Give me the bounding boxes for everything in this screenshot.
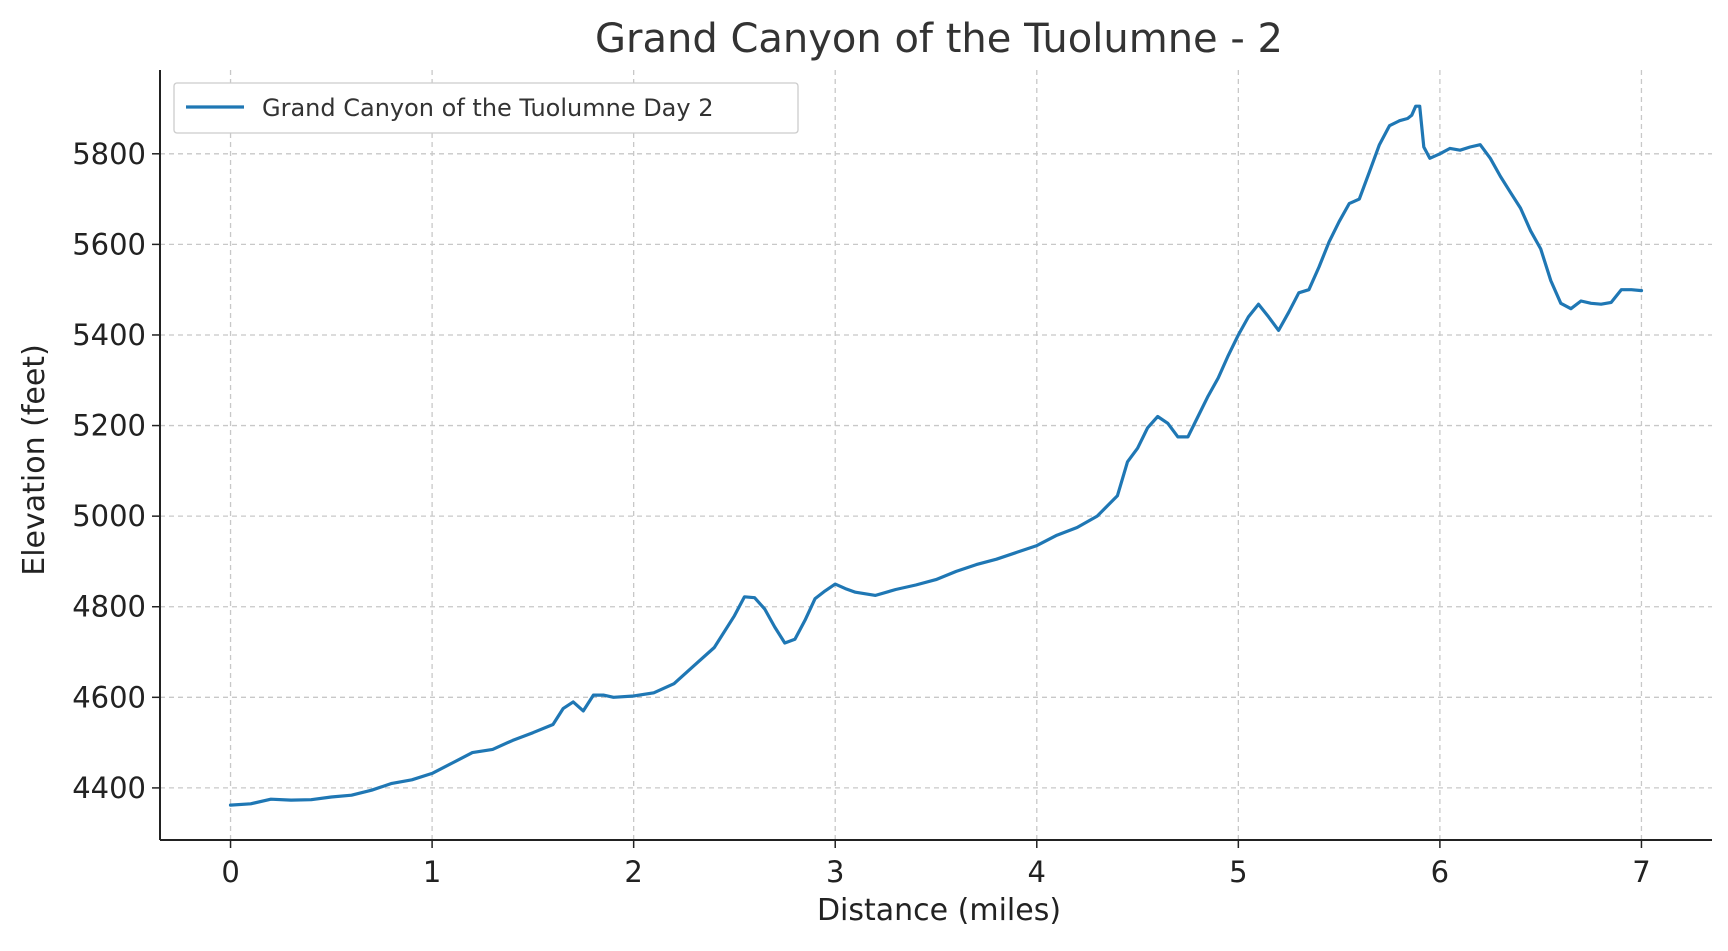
x-axis-label: Distance (miles) <box>817 893 1061 928</box>
y-tick-label: 4400 <box>72 771 146 805</box>
x-tick-label: 0 <box>221 855 239 889</box>
legend-label: Grand Canyon of the Tuolumne Day 2 <box>262 94 714 122</box>
x-tick-label: 4 <box>1028 855 1046 889</box>
y-tick-label: 5000 <box>72 499 146 533</box>
y-tick-label: 5400 <box>72 318 146 352</box>
ticks-layer: 0 1 2 3 4 5 6 7 4400 4600 4800 5000 5200 5400 5600 5800 <box>72 137 1650 889</box>
y-axis-label: Elevation (feet) <box>17 344 52 576</box>
chart-title: Grand Canyon of the Tuolumne - 2 <box>595 16 1283 62</box>
y-tick-label: 5800 <box>72 137 146 171</box>
x-tick-label: 3 <box>826 855 844 889</box>
legend-box <box>173 82 799 134</box>
x-tick-label: 1 <box>423 855 441 889</box>
grid-layer <box>160 70 1712 840</box>
y-tick-label: 5600 <box>72 227 146 261</box>
series-layer <box>228 104 1644 807</box>
y-tick-label: 5200 <box>72 409 146 443</box>
x-tick-label: 2 <box>624 855 642 889</box>
x-tick-label: 7 <box>1632 855 1650 889</box>
y-tick-label: 4600 <box>72 680 146 714</box>
x-tick-label: 6 <box>1431 855 1449 889</box>
axes-layer <box>159 70 1712 841</box>
legend: Grand Canyon of the Tuolumne Day 2 <box>173 82 799 134</box>
x-tick-label: 5 <box>1229 855 1247 889</box>
y-tick-label: 4800 <box>72 590 146 624</box>
series-line <box>228 104 1644 807</box>
